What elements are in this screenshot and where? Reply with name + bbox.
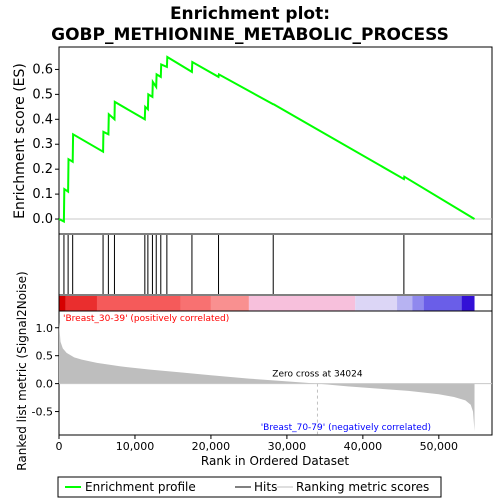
- es-y-axis: 0.0 0.1 0.2 0.3 0.4 0.5 0.6: [32, 62, 59, 227]
- positive-correlation-label: 'Breast_30-39' (positively correlated): [63, 314, 229, 324]
- hits-panel: [58, 233, 493, 296]
- chart-title-line2: GOBP_METHIONINE_METABOLIC_PROCESS: [51, 25, 449, 45]
- x-tick-label: 30,000: [268, 440, 307, 453]
- x-tick-label: 50,000: [420, 440, 459, 453]
- gradient-segment: [248, 296, 356, 311]
- es-y-tick-label: 0.3: [32, 137, 53, 152]
- x-axis-title: Rank in Ordered Dataset: [201, 454, 349, 468]
- gradient-segment: [59, 296, 66, 311]
- es-y-tick-label: 0.2: [32, 162, 53, 177]
- hit-markers: [63, 235, 405, 294]
- es-y-tick-label: 0.6: [32, 62, 53, 77]
- gradient-segment: [180, 296, 211, 311]
- metric-y-tick-label: 1.0: [36, 322, 54, 335]
- x-tick-label: 20,000: [192, 440, 231, 453]
- legend-label-enrichment-profile: Enrichment profile: [85, 480, 196, 494]
- negative-correlation-label: 'Breast_70-79' (negatively correlated): [261, 423, 431, 433]
- gradient-segment: [96, 296, 181, 311]
- metric-y-axis: -0.5 0.0 0.5 1.0: [32, 322, 59, 419]
- es-y-tick-label: 0.5: [32, 87, 53, 102]
- metric-y-tick-label: 0.5: [36, 350, 54, 363]
- gradient-segment: [210, 296, 249, 311]
- legend-label-hits: Hits: [254, 480, 277, 494]
- ranking-metric-area: [59, 322, 475, 432]
- legend: Enrichment profile Hits Ranking metric s…: [57, 476, 442, 498]
- gradient-segment: [423, 296, 462, 311]
- metric-panel: Zero cross at 34024 'Breast_30-39' (posi…: [15, 271, 493, 471]
- legend-label-ranking-metric: Ranking metric scores: [296, 480, 429, 494]
- metric-x-axis: 0 10,000 20,000 30,000 40,000 50,000: [56, 435, 459, 453]
- x-tick-label: 10,000: [116, 440, 155, 453]
- es-panel: 0.0 0.1 0.2 0.3 0.4 0.5 0.6 Enrichment score (…: [12, 46, 493, 235]
- gradient-segment: [355, 296, 398, 311]
- es-y-tick-label: 0.4: [32, 112, 53, 127]
- rank-gradient-bar: [59, 296, 475, 311]
- es-y-tick-label: 0.1: [32, 187, 53, 202]
- es-y-axis-title: Enrichment score (ES): [12, 63, 28, 219]
- x-tick-label: 0: [56, 440, 63, 453]
- zero-cross-label: Zero cross at 34024: [272, 370, 363, 380]
- metric-y-tick-label: -0.5: [32, 406, 53, 419]
- metric-y-tick-label: 0.0: [36, 378, 54, 391]
- gradient-segment: [461, 296, 475, 311]
- hits-panel-frame: [58, 233, 493, 296]
- gradient-segment: [65, 296, 97, 311]
- x-tick-label: 40,000: [344, 440, 383, 453]
- chart-title-line1: Enrichment plot:: [170, 4, 330, 24]
- es-y-tick-label: 0.0: [32, 212, 53, 227]
- metric-panel-frame: [58, 310, 493, 436]
- enrichment-profile-line: [58, 55, 476, 224]
- gradient-segment: [397, 296, 413, 311]
- es-panel-frame: [58, 46, 493, 235]
- gradient-segment: [412, 296, 424, 311]
- metric-y-axis-title: Ranked list metric (Signal2Noise): [15, 271, 29, 470]
